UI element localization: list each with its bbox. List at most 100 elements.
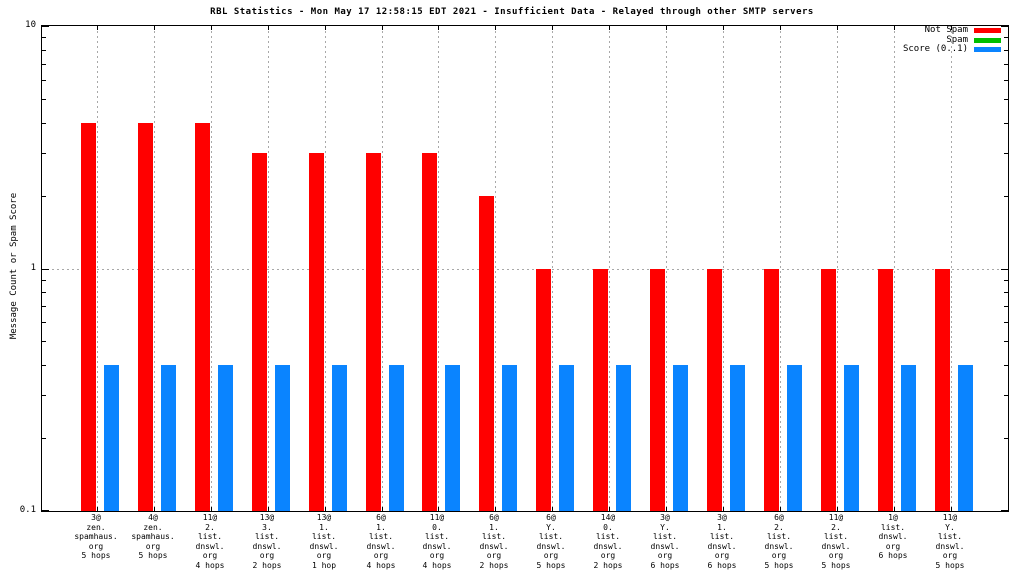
y-minor-tick-right <box>1004 438 1008 439</box>
x-tick-label-line: dnswl. <box>309 541 339 551</box>
x-tick-label-line: org <box>145 541 161 551</box>
x-tick-label-line: dnswl. <box>593 541 623 551</box>
score-0-1--bar <box>673 365 688 511</box>
x-tick-label-line: list. <box>709 532 735 542</box>
x-tick-top <box>382 26 383 30</box>
x-tick-label-line: 11@ <box>429 513 445 522</box>
not-spam-bar <box>252 153 267 511</box>
x-tick-bottom <box>97 507 98 511</box>
not-spam-bar <box>650 269 665 511</box>
gridline-x <box>552 26 553 511</box>
x-tick-label-line: list. <box>595 532 621 542</box>
plot-area <box>41 25 1009 512</box>
x-tick-top <box>438 26 439 30</box>
not-spam-bar <box>138 123 153 511</box>
x-tick-label-line: org <box>202 551 218 561</box>
x-tick-top <box>780 26 781 30</box>
not-spam-bar <box>707 269 722 511</box>
x-tick-top <box>609 26 610 30</box>
x-tick-bottom <box>325 507 326 511</box>
gridline-x <box>666 26 667 511</box>
x-tick-bottom <box>666 507 667 511</box>
x-tick-label-line: 13@ <box>316 513 332 522</box>
x-tick-bottom <box>837 507 838 511</box>
x-tick-label-line: 5 hops <box>81 551 111 561</box>
x-tick-label-line: 6 hops <box>650 560 680 570</box>
legend-swatch-spam <box>974 37 1001 43</box>
x-tick-label-line: 2 hops <box>252 560 282 570</box>
not-spam-bar <box>935 269 950 511</box>
not-spam-bar <box>81 123 96 511</box>
x-tick-label-line: org <box>486 551 502 561</box>
score-0-1--bar <box>389 365 404 511</box>
x-tick-label-line: 6@ <box>376 513 386 522</box>
x-tick-top <box>837 26 838 30</box>
x-tick-label-line: list. <box>766 532 792 542</box>
y-tick-label-1: 1 <box>30 263 36 273</box>
gridline-x <box>780 26 781 511</box>
x-tick-label-line: 5 hops <box>821 560 851 570</box>
x-tick-label-line: org <box>543 551 559 561</box>
x-tick-top <box>894 26 895 30</box>
not-spam-bar <box>536 269 551 511</box>
x-tick-label-line: list. <box>937 532 963 542</box>
x-tick-label-line: list. <box>880 522 906 532</box>
chart-title: RBL Statistics - Mon May 17 12:58:15 EDT… <box>210 7 814 17</box>
gridline-x <box>609 26 610 511</box>
x-tick-label-line: 1@ <box>888 513 898 522</box>
x-tick-label-line: 11@ <box>828 513 844 522</box>
y-minor-tick-left <box>42 153 46 154</box>
score-0-1--bar <box>730 365 745 511</box>
x-tick-label-line: list. <box>481 532 507 542</box>
x-tick-label-line: org <box>600 551 616 561</box>
x-tick-label-line: 11@ <box>942 513 958 522</box>
x-tick-label-line: 4 hops <box>422 560 452 570</box>
x-tick-bottom <box>552 507 553 511</box>
gridline-x <box>154 26 155 511</box>
y-minor-tick-right <box>1004 395 1008 396</box>
score-0-1--bar <box>958 365 973 511</box>
not-spam-bar <box>195 123 210 511</box>
x-tick-label-line: list. <box>823 532 849 542</box>
score-0-1--bar <box>218 365 233 511</box>
x-tick-top <box>495 26 496 30</box>
x-tick-label-line: Y. <box>945 522 955 532</box>
y-minor-tick-right <box>1004 341 1008 342</box>
gridline-x <box>438 26 439 511</box>
x-tick-label-line: 1. <box>376 522 386 532</box>
score-0-1--bar <box>559 365 574 511</box>
y-major-tick-left <box>42 510 49 511</box>
y-minor-tick-right <box>1004 196 1008 197</box>
x-tick-bottom <box>951 507 952 511</box>
not-spam-bar <box>878 269 893 511</box>
x-tick-label-line: zen. <box>86 522 106 532</box>
gridline-x <box>97 26 98 511</box>
gridline-x <box>723 26 724 511</box>
x-tick-label: 13@ 1. list. dnswl. org 1 hop <box>293 513 355 571</box>
gridline-x <box>837 26 838 511</box>
not-spam-bar <box>821 269 836 511</box>
x-tick-label-line: 4 hops <box>195 560 225 570</box>
x-tick-label: 14@ 0. list. dnswl. org 2 hops <box>577 513 639 571</box>
y-minor-tick-right <box>1004 365 1008 366</box>
x-tick-label-line: spamhaus. <box>74 532 118 542</box>
y-minor-tick-right <box>1004 280 1008 281</box>
x-tick-top <box>97 26 98 30</box>
legend-row-spam: Spam <box>903 35 1001 46</box>
x-tick-label-line: 2 hops <box>479 560 509 570</box>
x-tick-label: 6@ 1. list. dnswl. org 2 hops <box>463 513 525 571</box>
y-minor-tick-left <box>42 280 46 281</box>
score-0-1--bar <box>844 365 859 511</box>
x-tick-label-line: dnswl. <box>650 541 680 551</box>
x-tick-label-line: list. <box>311 532 337 542</box>
y-minor-tick-left <box>42 80 46 81</box>
x-tick-label: 6@ 2. list. dnswl. org 5 hops <box>748 513 810 571</box>
gridline-x <box>211 26 212 511</box>
score-0-1--bar <box>104 365 119 511</box>
x-tick-label-line: dnswl. <box>821 541 851 551</box>
score-0-1--bar <box>445 365 460 511</box>
x-tick-top <box>552 26 553 30</box>
x-tick-label-line: org <box>714 551 730 561</box>
x-tick-label: 6@ Y. list. dnswl. org 5 hops <box>520 513 582 571</box>
